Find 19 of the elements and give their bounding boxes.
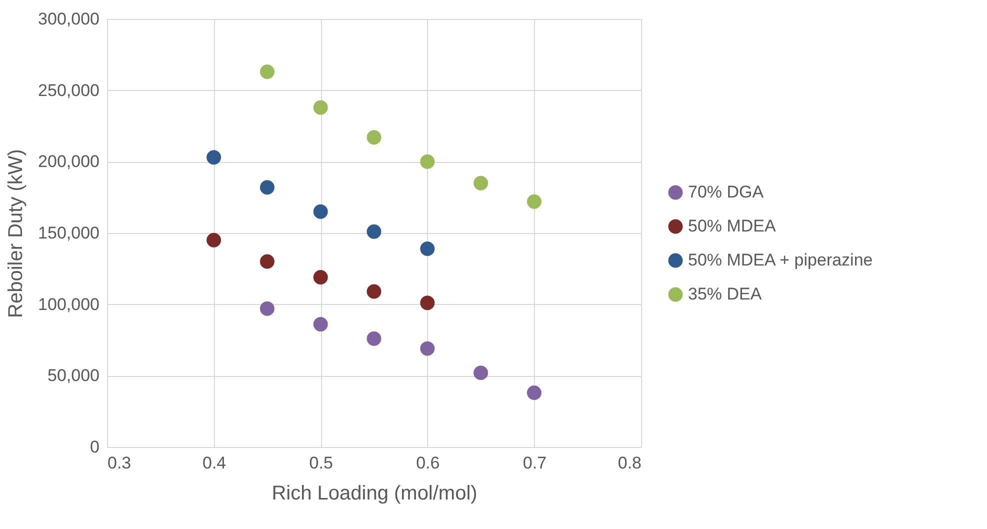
- y-tick-label: 300,000: [38, 10, 100, 28]
- x-tick-label: 0.6: [416, 454, 440, 472]
- y-tick-label: 0: [90, 438, 100, 456]
- y-axis-title: Reboiler Duty (kW): [5, 149, 28, 318]
- x-tick-label: 0.8: [618, 454, 642, 472]
- x-tick-label: 0.5: [309, 454, 333, 472]
- y-tick-label: 50,000: [48, 366, 100, 386]
- y-tick-label: 150,000: [38, 224, 100, 242]
- x-tick-label: 0.7: [522, 454, 547, 472]
- legend-label: 50% MDEA: [688, 216, 777, 236]
- x-tick-label: 0.4: [202, 454, 226, 472]
- legend-label: 35% DEA: [688, 284, 762, 304]
- legend-label: 70% DGA: [688, 182, 764, 202]
- y-tick-label: 200,000: [38, 152, 100, 172]
- y-tick-label: 100,000: [38, 294, 100, 314]
- x-axis-title: Rich Loading (mol/mol): [272, 482, 478, 504]
- y-tick-label: 250,000: [38, 80, 100, 100]
- x-tick-label: 0.3: [108, 454, 132, 472]
- legend-label: 50% MDEA + piperazine: [688, 250, 873, 270]
